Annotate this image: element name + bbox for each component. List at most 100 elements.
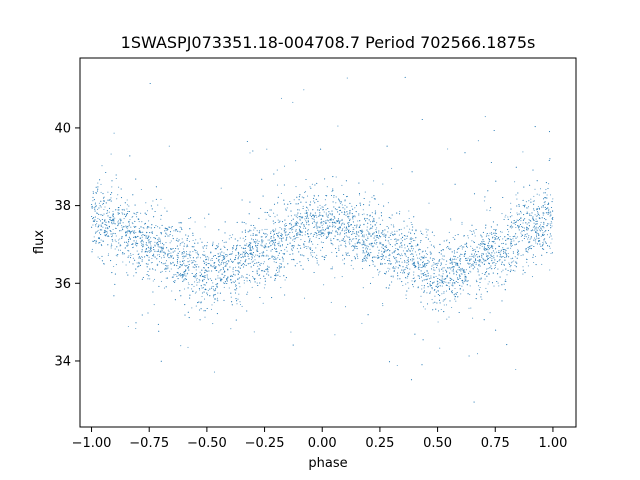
data-point	[283, 228, 285, 230]
data-point	[527, 236, 530, 238]
data-point	[375, 256, 377, 258]
data-point	[194, 277, 196, 279]
data-point	[273, 223, 275, 225]
data-point	[141, 261, 143, 263]
data-point	[485, 227, 487, 229]
data-point	[207, 259, 209, 261]
data-point	[114, 233, 116, 235]
data-point	[410, 237, 412, 239]
data-point	[263, 287, 265, 289]
data-point	[548, 208, 550, 210]
data-point	[439, 258, 441, 261]
data-point	[218, 258, 220, 261]
data-point	[334, 334, 336, 336]
data-point	[433, 235, 435, 237]
data-point	[356, 224, 358, 226]
data-point	[525, 207, 528, 209]
data-point	[135, 240, 138, 242]
data-point	[184, 264, 186, 266]
data-point	[117, 249, 120, 251]
data-point	[551, 238, 553, 240]
data-point	[493, 255, 495, 257]
data-point	[299, 261, 301, 263]
data-point	[307, 217, 310, 219]
data-point	[165, 270, 167, 273]
data-point	[274, 258, 277, 260]
data-point	[147, 246, 150, 248]
data-point	[188, 283, 190, 286]
data-point	[251, 254, 254, 256]
data-point	[429, 284, 431, 286]
data-point	[234, 292, 237, 294]
data-point	[225, 254, 227, 256]
data-point	[118, 220, 120, 222]
data-point	[532, 218, 534, 220]
data-point	[154, 237, 156, 239]
data-point	[544, 206, 546, 208]
data-point	[220, 248, 222, 250]
data-point	[195, 275, 197, 277]
data-point	[545, 182, 547, 184]
data-point	[147, 263, 149, 265]
data-point	[261, 252, 263, 254]
data-point	[151, 208, 153, 210]
data-point	[515, 261, 517, 263]
data-point	[337, 125, 339, 127]
data-point	[228, 261, 230, 263]
data-point	[187, 287, 189, 289]
data-point	[381, 254, 383, 256]
data-point	[363, 240, 365, 242]
data-point	[243, 282, 245, 284]
data-point	[250, 254, 253, 256]
data-point	[341, 224, 343, 226]
data-point	[341, 276, 343, 278]
data-point	[131, 216, 133, 218]
data-point	[438, 270, 440, 272]
data-point	[281, 244, 284, 246]
data-point	[501, 231, 503, 233]
data-point	[117, 254, 119, 256]
data-point	[230, 275, 232, 278]
data-point	[322, 232, 324, 234]
data-point	[414, 280, 416, 282]
data-point	[516, 205, 518, 207]
data-point	[231, 301, 233, 303]
data-point	[479, 259, 482, 261]
data-point	[430, 268, 433, 270]
data-point	[496, 255, 498, 257]
data-point	[528, 200, 530, 202]
data-point	[481, 262, 483, 264]
data-point	[240, 247, 243, 249]
data-point	[210, 265, 212, 267]
data-point	[94, 206, 96, 208]
data-point	[154, 269, 156, 271]
data-point	[100, 183, 102, 185]
data-point	[183, 259, 185, 262]
data-point	[111, 223, 113, 225]
data-point	[481, 272, 483, 275]
data-point	[474, 235, 476, 237]
data-point	[381, 250, 383, 252]
data-point	[497, 238, 499, 240]
data-point	[363, 241, 365, 243]
data-point	[297, 222, 299, 224]
data-point	[335, 202, 337, 204]
data-point	[495, 263, 497, 265]
data-point	[238, 271, 240, 273]
data-point	[121, 224, 123, 227]
data-point	[364, 191, 366, 193]
data-point	[409, 250, 411, 252]
data-point	[296, 196, 298, 198]
data-point	[537, 205, 539, 208]
data-point	[220, 187, 222, 189]
data-point	[275, 258, 277, 260]
data-point	[103, 213, 105, 215]
data-point	[346, 254, 348, 257]
data-point	[373, 180, 375, 182]
data-point	[96, 223, 98, 225]
data-point	[249, 246, 251, 248]
data-point	[522, 266, 524, 268]
data-point	[411, 245, 413, 247]
data-point	[318, 214, 321, 216]
data-point	[361, 322, 363, 324]
